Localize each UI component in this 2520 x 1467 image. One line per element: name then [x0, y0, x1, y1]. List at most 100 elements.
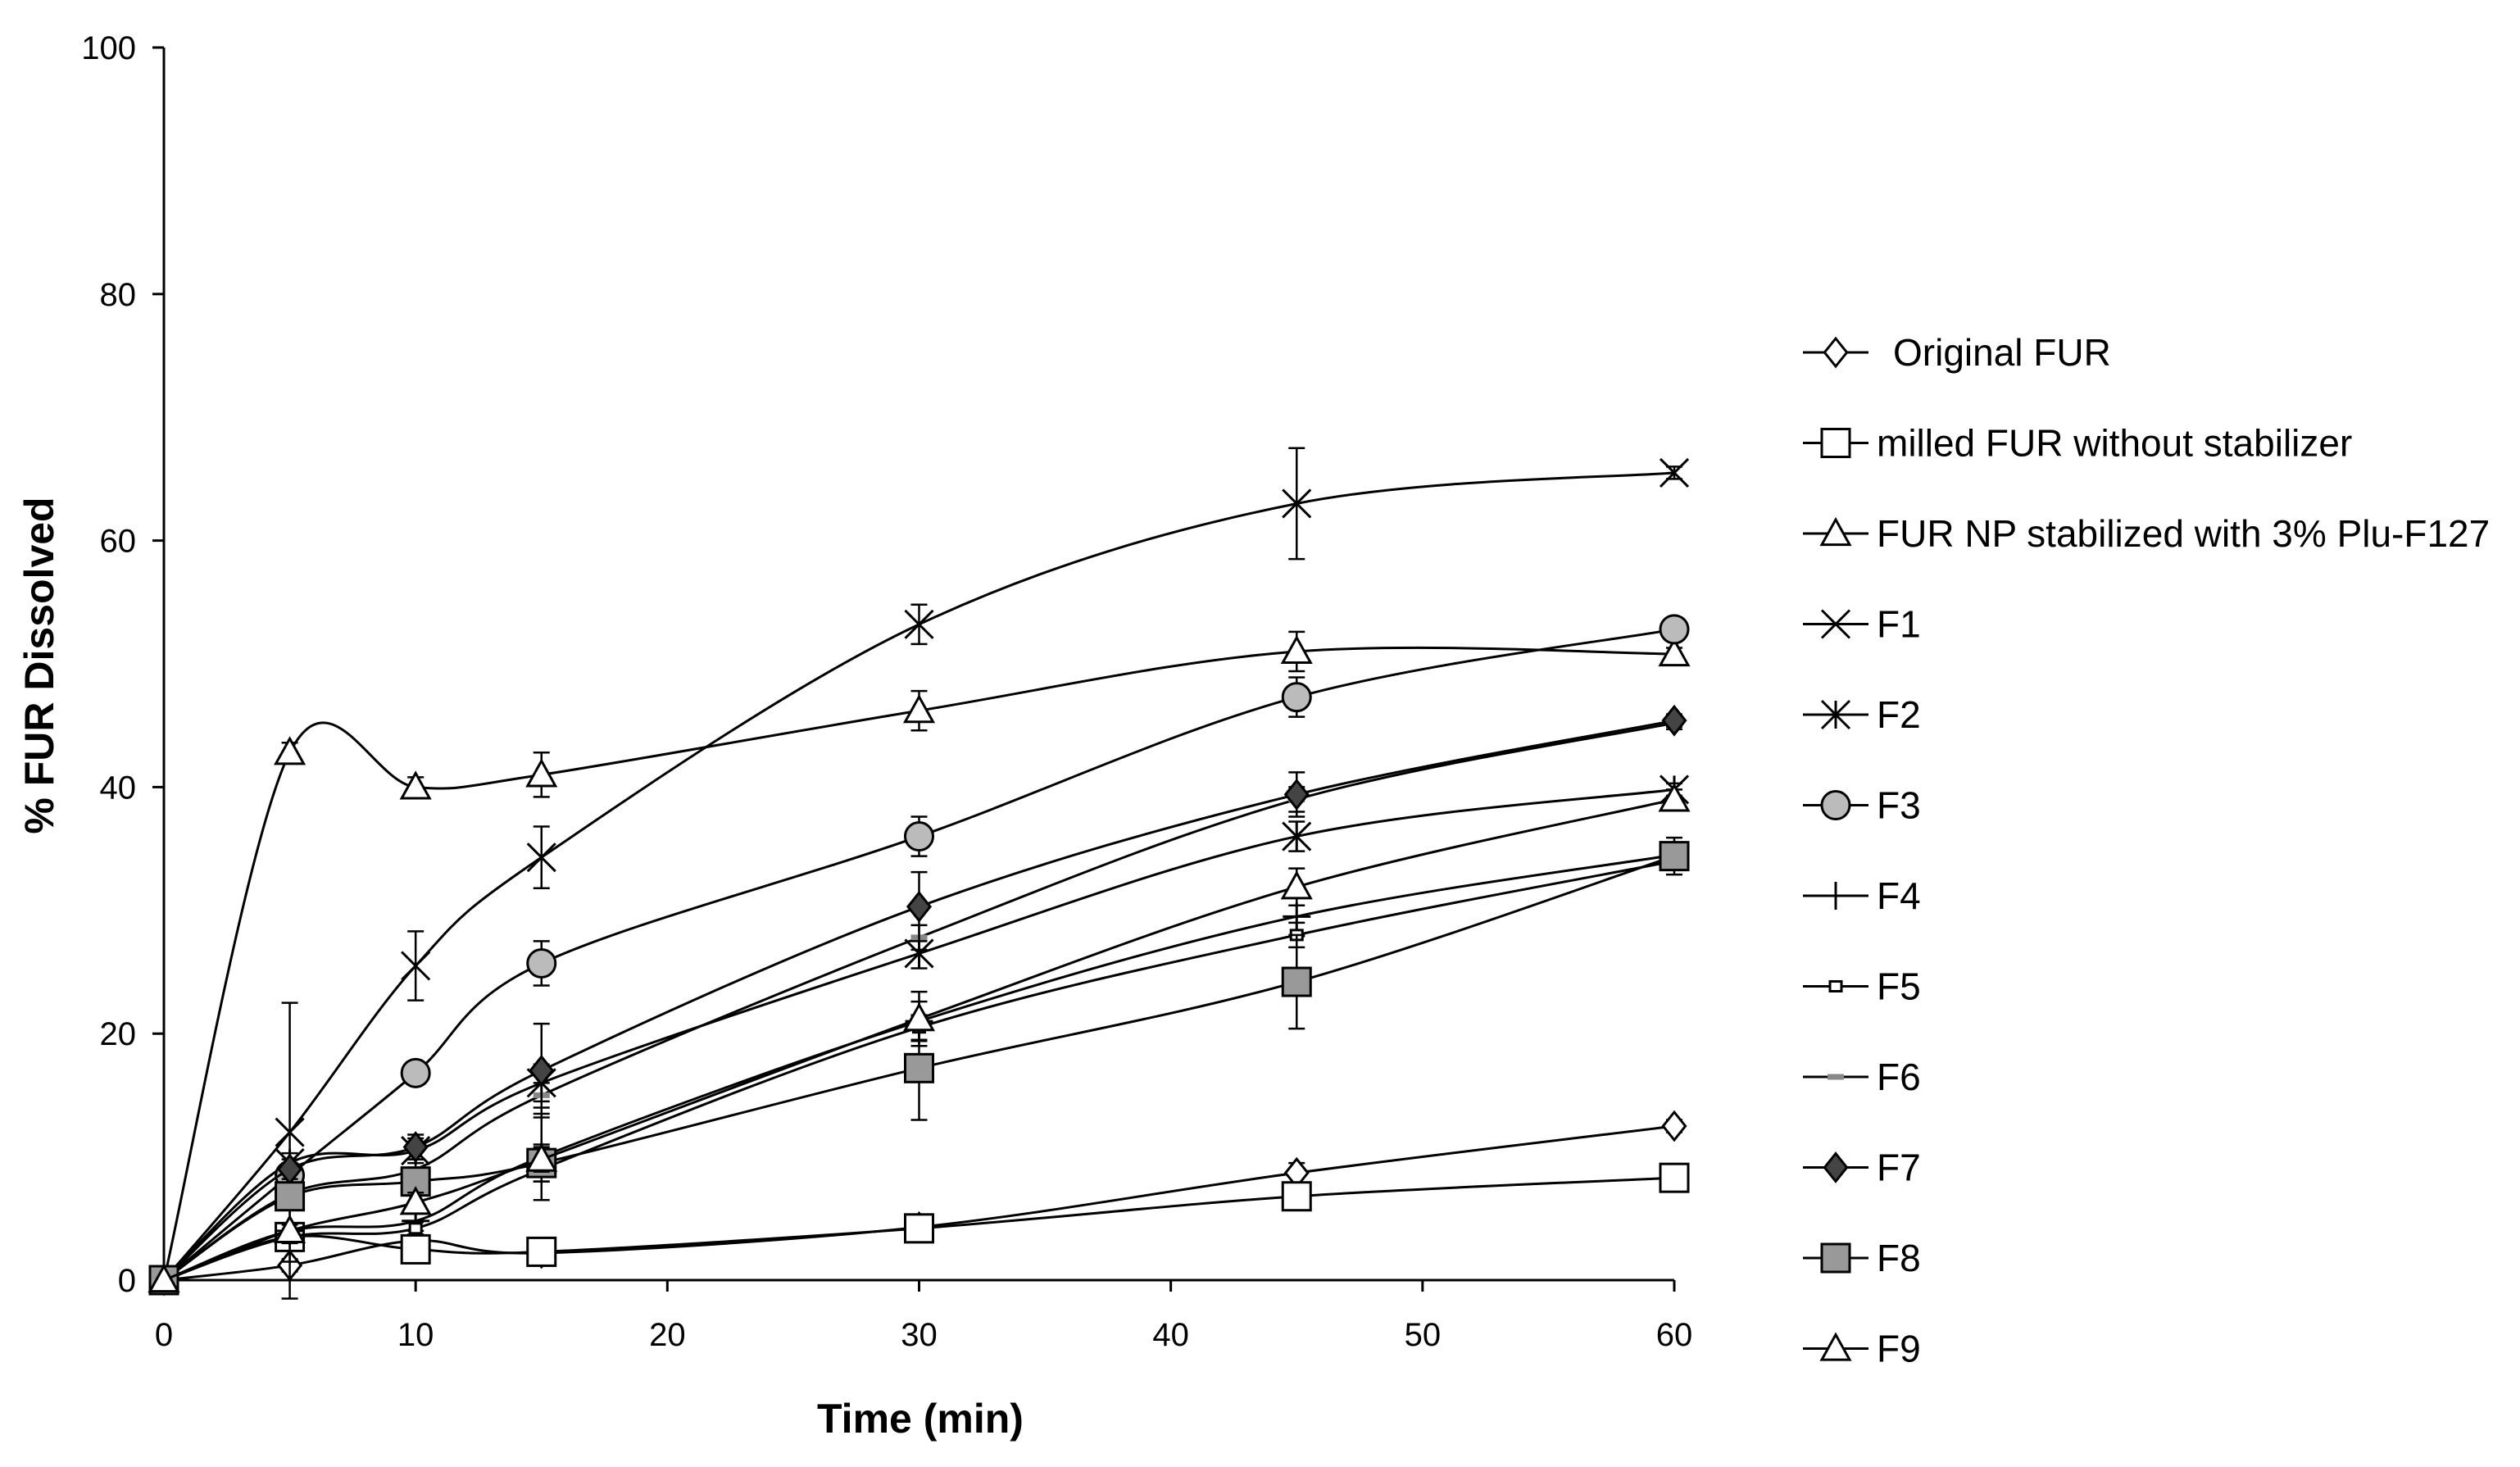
- data-point: [526, 1236, 557, 1267]
- legend-label: F7: [1877, 1147, 1921, 1189]
- series-line: [163, 860, 1675, 1282]
- data-point: [904, 821, 934, 852]
- legend-item: F2: [1803, 693, 1921, 736]
- legend-item: F4: [1803, 874, 1921, 917]
- data-point: [1659, 841, 1690, 872]
- legend-item: F8: [1803, 1237, 1921, 1279]
- data-point: [902, 1002, 936, 1032]
- series-layer: [148, 447, 1691, 1300]
- y-tick-label: 20: [100, 1016, 137, 1052]
- data-point: [525, 1142, 558, 1172]
- data-point: [148, 1263, 180, 1293]
- data-point: [402, 1131, 429, 1163]
- legend-marker: [1820, 699, 1851, 730]
- data-point: [1281, 1181, 1312, 1212]
- data-point: [1280, 634, 1313, 665]
- marker-stroke: [1282, 488, 1312, 519]
- legend-item: F9: [1803, 1328, 1921, 1370]
- legend-marker: [1820, 609, 1851, 639]
- marker-stroke: [401, 951, 431, 981]
- legend-label: F8: [1877, 1237, 1921, 1279]
- legend-label: F3: [1877, 784, 1921, 827]
- legend-item: milled FUR without stabilizer: [1803, 422, 2352, 465]
- series-line: [163, 797, 1675, 1282]
- x-tick-label: 60: [1656, 1317, 1693, 1353]
- data-point: [408, 1222, 423, 1235]
- legend-item: Original FUR: [1803, 331, 2111, 374]
- data-point: [275, 1181, 306, 1212]
- series-f1: [148, 447, 1690, 1296]
- data-point: [1659, 614, 1690, 645]
- series-line: [162, 646, 1675, 1281]
- legend-label: FUR NP stabilized with 3% Plu-F127: [1877, 512, 2490, 555]
- data-point: [526, 947, 557, 979]
- data-point: [529, 1054, 555, 1087]
- data-point: [1658, 783, 1691, 812]
- data-point: [904, 609, 934, 639]
- data-point: [525, 758, 558, 788]
- data-point: [904, 1213, 934, 1244]
- y-axis-title: % FUR Dissolved: [16, 497, 62, 833]
- x-tick-label: 30: [901, 1317, 938, 1353]
- data-point: [1659, 1162, 1690, 1193]
- legend-label: F1: [1877, 603, 1921, 646]
- data-point: [902, 694, 936, 724]
- data-point: [1659, 457, 1690, 488]
- y-tick-label: 40: [100, 770, 137, 806]
- legend-label: milled FUR without stabilizer: [1877, 422, 2352, 465]
- series-line: [163, 1124, 1675, 1282]
- legend-label: F2: [1877, 693, 1921, 736]
- legend-marker: [1820, 428, 1851, 458]
- data-point: [1281, 682, 1312, 713]
- x-tick-label: 40: [1152, 1317, 1189, 1353]
- series-line: [162, 471, 1675, 1281]
- legend-marker: [1823, 1151, 1849, 1183]
- x-tick-label: 10: [397, 1317, 434, 1353]
- legend-marker: [1822, 882, 1850, 910]
- series-line: [163, 855, 1675, 1282]
- data-point: [1661, 1110, 1687, 1142]
- series-line: [163, 1176, 1675, 1282]
- legend-marker: [1819, 1332, 1852, 1361]
- legend-label: F9: [1877, 1328, 1921, 1370]
- data-point: [401, 951, 431, 981]
- data-point: [399, 1186, 432, 1215]
- x-axis-title: Time (min): [817, 1396, 1024, 1442]
- data-point: [275, 1117, 305, 1147]
- legend-marker: [1823, 336, 1849, 369]
- data-point: [906, 890, 933, 923]
- data-point: [1282, 488, 1312, 519]
- legend-label: F5: [1877, 965, 1921, 1008]
- legend-item: F7: [1803, 1147, 1921, 1189]
- y-tick-label: 60: [100, 524, 137, 560]
- legend-label: F6: [1877, 1056, 1921, 1098]
- legend-label: F4: [1877, 874, 1921, 917]
- legend-label: Original FUR: [1893, 331, 2111, 374]
- data-point: [1658, 637, 1691, 667]
- axes: 0 20 40 60 80 100 0 10 20 30 40 50 60: [81, 30, 1692, 1353]
- data-point: [1281, 966, 1312, 997]
- legend-item: FUR NP stabilized with 3% Plu-F127: [1803, 512, 2490, 555]
- data-point: [1283, 779, 1310, 811]
- series-line: [163, 721, 1675, 1282]
- marker-stroke: [1820, 609, 1851, 639]
- legend-item: F1: [1803, 603, 1921, 646]
- data-point: [526, 843, 556, 873]
- data-point: [904, 1052, 934, 1083]
- data-point: [400, 1233, 431, 1265]
- y-tick-label: 100: [81, 30, 136, 66]
- data-point: [274, 736, 306, 765]
- legend-marker: [1820, 1242, 1851, 1274]
- legend: Original FUR milled FUR without stabilize…: [1803, 331, 2490, 1370]
- legend-item: F5: [1803, 965, 1921, 1008]
- data-point: [400, 1057, 431, 1088]
- x-tick-label: 20: [649, 1317, 686, 1353]
- y-tick-label: 0: [118, 1263, 136, 1299]
- marker-stroke: [526, 843, 556, 873]
- legend-item: F6: [1803, 1056, 1921, 1098]
- data-point: [1661, 704, 1687, 737]
- legend-marker: [1828, 980, 1843, 992]
- data-point: [1280, 870, 1313, 900]
- y-tick-label: 80: [100, 277, 137, 313]
